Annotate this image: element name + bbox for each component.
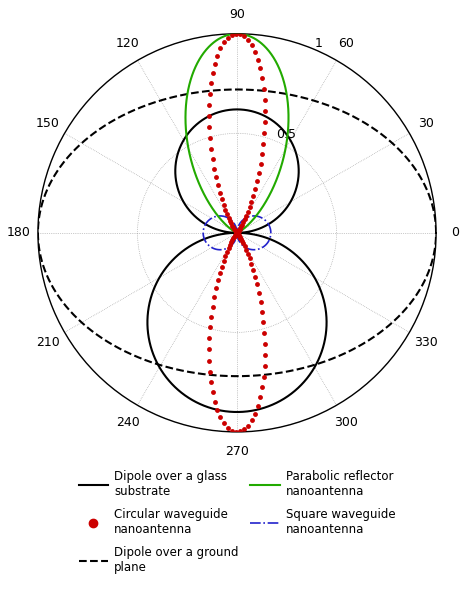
Legend: Dipole over a glass
substrate, Circular waveguide
nanoantenna, Dipole over a gro: Dipole over a glass substrate, Circular … (74, 466, 400, 579)
